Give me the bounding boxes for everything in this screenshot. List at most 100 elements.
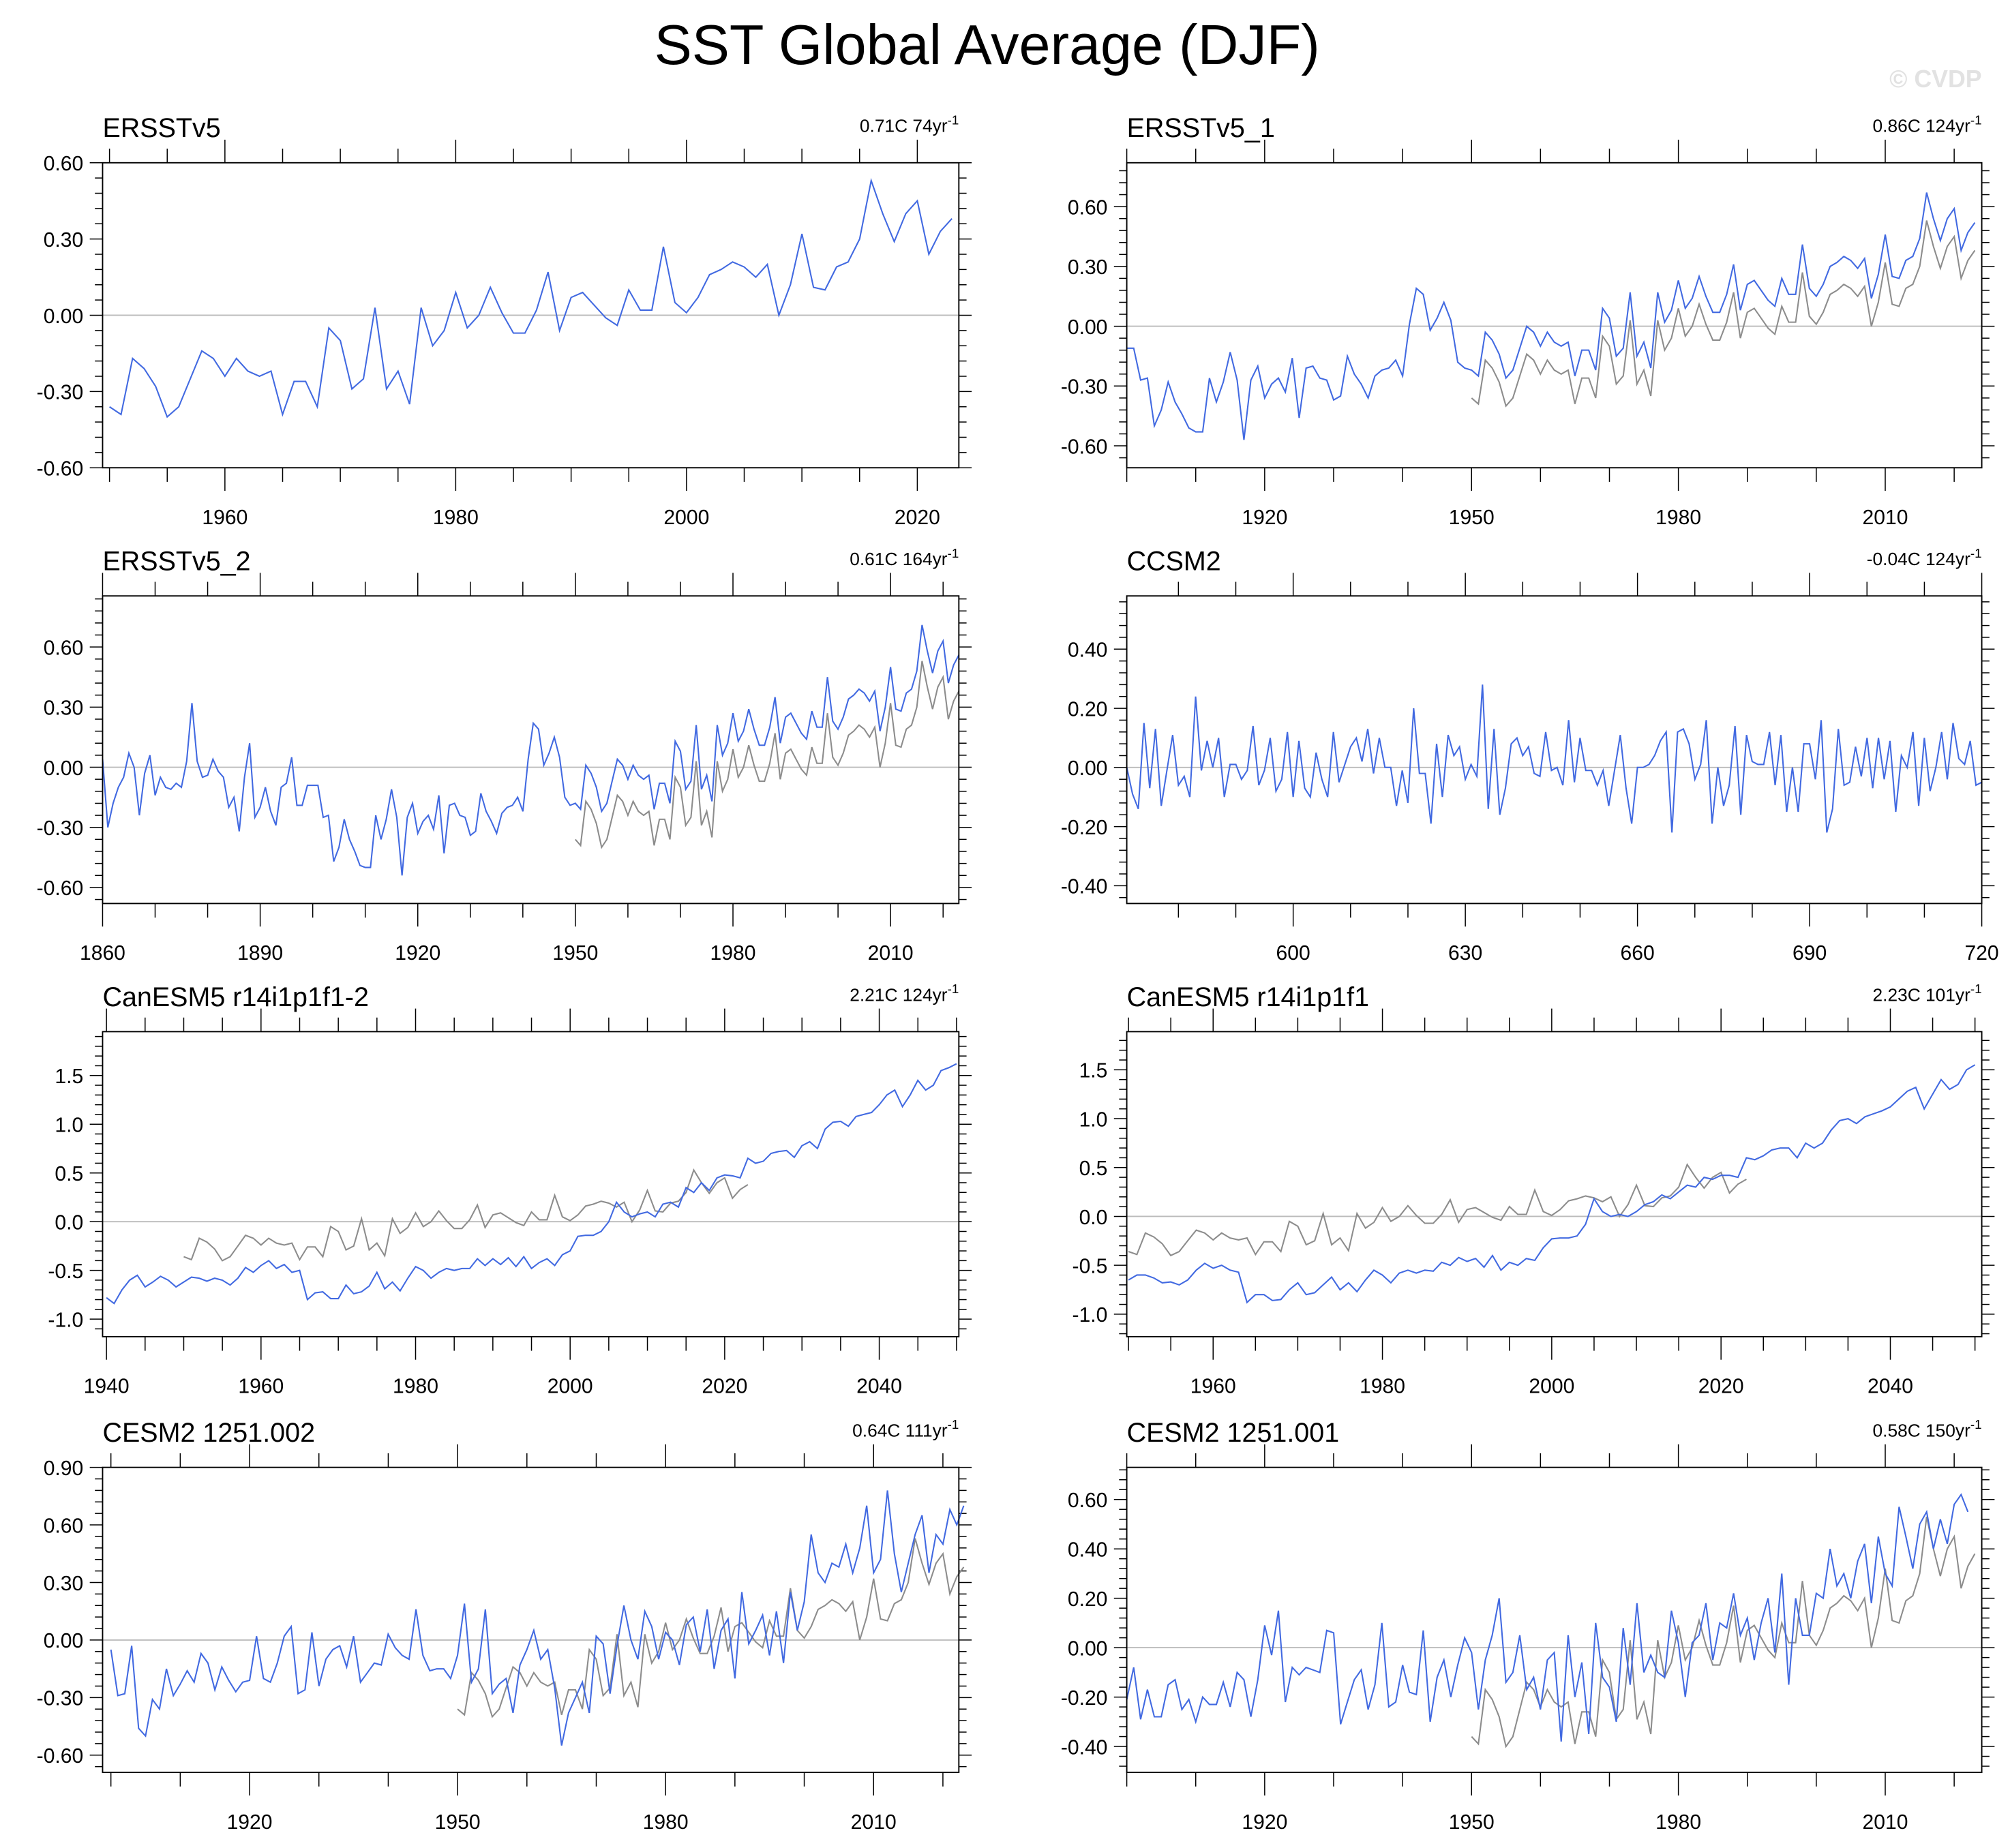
y-tick-label: -0.40 — [1061, 1736, 1108, 1759]
y-tick-label: 1.0 — [1079, 1108, 1108, 1131]
y-tick-label: -0.60 — [37, 457, 84, 480]
plot-frame — [1126, 1466, 1983, 1774]
model-series-line — [109, 177, 952, 419]
y-tick-label: -0.5 — [48, 1260, 83, 1283]
x-tick-label: 1860 — [80, 942, 125, 965]
trend-annotation: 0.58C 150yr-1 — [1873, 1417, 1982, 1440]
y-tick-label: 0.00 — [1068, 1637, 1108, 1660]
y-tick-label: -0.40 — [1061, 876, 1108, 898]
y-tick-label: 0.00 — [44, 1630, 84, 1652]
x-tick-label: 2020 — [702, 1376, 747, 1398]
y-tick-label: 0.20 — [1068, 698, 1108, 721]
x-tick-label: 1950 — [1449, 506, 1495, 529]
panel-title: ERSSTv5 — [102, 113, 220, 143]
x-tick-label: 1960 — [202, 506, 247, 529]
y-tick-label: 0.90 — [44, 1457, 84, 1480]
watermark: © CVDP — [1889, 65, 1981, 93]
x-tick-label: 690 — [1792, 942, 1827, 965]
x-tick-label: 1950 — [435, 1811, 481, 1834]
trend-exponent: -1 — [1970, 1417, 1982, 1432]
trend-annotation: 0.61C 164yr-1 — [850, 546, 959, 569]
y-tick-label: 0.60 — [1068, 196, 1108, 219]
x-tick-label: 1980 — [643, 1811, 689, 1834]
trend-exponent: -1 — [948, 1417, 959, 1432]
y-tick-label: 1.0 — [55, 1115, 83, 1137]
x-tick-label: 1950 — [552, 942, 598, 965]
x-tick-label: 1920 — [227, 1811, 273, 1834]
plot-frame — [1126, 162, 1983, 469]
x-tick-label: 1890 — [237, 942, 283, 965]
x-tick-label: 2010 — [868, 942, 914, 965]
x-tick-label: 720 — [1964, 942, 1998, 965]
observations-line — [575, 661, 960, 849]
x-tick-label: 2010 — [1863, 1811, 1908, 1834]
x-tick-label: 1920 — [1242, 1811, 1287, 1834]
model-series-line — [1126, 1493, 1969, 1742]
model-series-line — [102, 624, 960, 876]
y-tick-label: -1.0 — [1072, 1304, 1108, 1327]
y-tick-label: 1.5 — [55, 1065, 83, 1088]
y-tick-label: -1.0 — [48, 1309, 83, 1331]
panels: ERSSTv5 0.71C 74yr-1-0.60-0.300.000.300.6… — [37, 112, 1999, 1833]
trend-value: 0.61C 164yr — [850, 549, 948, 569]
chart-panel: CanESM5 r14i1p1f1-2 2.21C 124yr-1 -1.0 -0.5… — [48, 982, 972, 1398]
y-tick-label: -0.30 — [37, 817, 84, 840]
x-tick-label: 1950 — [1449, 1811, 1495, 1834]
y-tick-label: -0.60 — [37, 1745, 84, 1768]
y-tick-label: -0.20 — [1061, 817, 1108, 839]
y-tick-label: 0.0 — [55, 1211, 83, 1234]
y-tick-label: -0.5 — [1072, 1255, 1108, 1277]
y-tick-label: 0.30 — [44, 697, 84, 720]
chart-panel: ERSSTv5_2 0.61C 164yr-1 -0.60 -0.30 0.00 0.30… — [37, 546, 972, 965]
trend-exponent: -1 — [948, 112, 959, 127]
model-series-line — [106, 1063, 957, 1305]
x-tick-label: 1920 — [1242, 506, 1287, 529]
y-tick-label: 0.60 — [44, 637, 84, 659]
y-tick-label: 1.5 — [1079, 1060, 1108, 1082]
model-series-line — [110, 1490, 965, 1746]
trend-exponent: -1 — [948, 982, 959, 996]
y-tick-label: 0.40 — [1068, 639, 1108, 662]
panel-title: CanESM5 r14i1p1f1-2 — [102, 982, 369, 1012]
trend-value: 0.58C 150yr — [1873, 1421, 1971, 1441]
y-tick-label: 0.00 — [1068, 757, 1108, 780]
plot-frame — [102, 595, 960, 905]
x-tick-label: 1980 — [710, 942, 756, 965]
y-tick-label: 0.5 — [1079, 1157, 1108, 1180]
y-tick-label: 0.20 — [1068, 1588, 1108, 1611]
x-tick-label: 2040 — [856, 1376, 902, 1398]
trend-value: 2.23C 101yr — [1873, 984, 1971, 1005]
x-tick-label: 2020 — [1698, 1376, 1744, 1398]
y-tick-label: 0.5 — [55, 1163, 83, 1185]
chart-panel: ERSSTv5 0.71C 74yr-1 -0.60 -0.30 0.00 0.30 0.6… — [37, 112, 972, 529]
observations-line — [1471, 1516, 1976, 1748]
x-tick-label: 1980 — [1655, 1811, 1701, 1834]
trend-annotation: 2.21C 124yr-1 — [850, 982, 959, 1005]
panel-title: CanESM5 r14i1p1f1 — [1127, 982, 1369, 1012]
plot-frame — [102, 1466, 960, 1774]
observations-line — [1471, 220, 1976, 408]
trend-value: 2.21C 124yr — [850, 984, 948, 1005]
y-tick-label: 0.30 — [44, 229, 84, 252]
y-tick-label: 0.30 — [1068, 256, 1108, 279]
trend-value: 0.71C 74yr — [860, 116, 948, 136]
panel-title: ERSSTv5_2 — [102, 547, 250, 577]
x-tick-label: 2000 — [548, 1376, 593, 1398]
trend-exponent: -1 — [948, 546, 959, 560]
model-series-line — [1126, 192, 1976, 440]
figure-title: SST Global Average (DJF) — [655, 13, 1320, 76]
x-tick-label: 1920 — [395, 942, 440, 965]
y-tick-label: -0.30 — [1061, 376, 1108, 399]
panel-title: ERSSTv5_1 — [1127, 113, 1275, 143]
model-series-line — [1128, 1064, 1976, 1304]
x-tick-label: 1980 — [1655, 506, 1701, 529]
y-tick-label: 0.30 — [44, 1573, 84, 1595]
trend-value: 0.64C 111yr — [852, 1421, 948, 1441]
trend-annotation: 0.86C 124yr-1 — [1873, 112, 1982, 136]
x-tick-label: 1980 — [433, 506, 479, 529]
x-tick-label: 1960 — [1190, 1376, 1236, 1398]
x-tick-label: 2000 — [1529, 1376, 1574, 1398]
observations-line — [183, 1168, 749, 1262]
y-tick-label: -0.60 — [37, 877, 84, 900]
y-tick-label: 0.00 — [44, 305, 84, 328]
